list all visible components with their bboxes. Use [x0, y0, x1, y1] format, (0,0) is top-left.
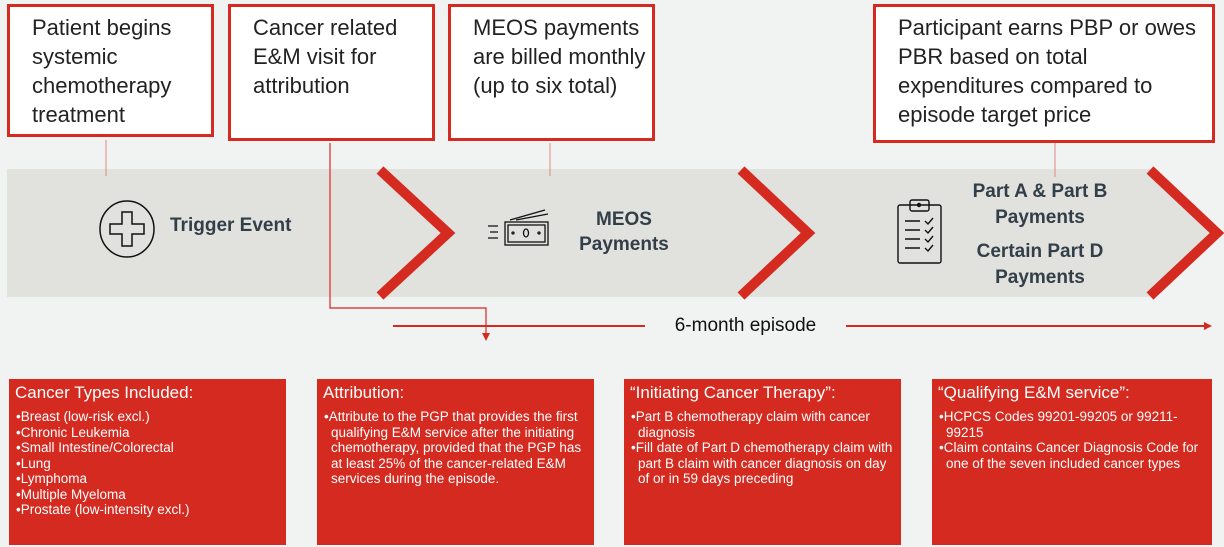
stage-part-ab: Part A & Part B Payments — [972, 181, 1108, 228]
list-item: Breast (low-risk excl.) — [15, 409, 280, 425]
info-box-title: Attribution: — [323, 383, 405, 402]
info-box-title: “Qualifying E&M service”: — [938, 383, 1130, 402]
connector-2-arrowhead — [482, 333, 490, 341]
info-box-cancer-types: Cancer Types Included: Breast (low-risk … — [9, 379, 286, 545]
info-box-initiating-therapy: “Initiating Cancer Therapy”: Part B chem… — [624, 379, 901, 545]
list-item: Multiple Myeloma — [15, 487, 280, 503]
clipboard-checklist-icon — [897, 199, 942, 264]
stage-meos-line1: MEOS — [596, 209, 652, 230]
list-item: Attribute to the PGP that provides the f… — [323, 409, 588, 487]
list-item: Lung — [15, 456, 280, 472]
medical-cross-icon — [99, 200, 155, 258]
episode-arrowhead — [1204, 322, 1212, 330]
list-item: Part B chemotherapy claim with cancer di… — [630, 409, 895, 440]
callout-meos: MEOS payments are billed monthly (up to … — [448, 4, 655, 141]
episode-label: 6-month episode — [674, 315, 817, 336]
callout-pbp: Participant earns PBP or owes PBR based … — [873, 4, 1215, 143]
list-item: Chronic Leukemia — [15, 425, 280, 441]
chevron-divider-1 — [376, 166, 456, 300]
money-icon — [488, 209, 549, 246]
callout-trigger: Patient begins systemic chemotherapy tre… — [7, 4, 214, 137]
callout-attribution: Cancer related E&M visit for attribution — [228, 4, 435, 141]
timeline-band — [7, 169, 1216, 297]
list-item: Fill date of Part D chemotherapy claim w… — [630, 440, 895, 487]
list-item: Claim contains Cancer Diagnosis Code for… — [938, 440, 1206, 471]
stage-meos-line2: Payments — [579, 234, 669, 255]
stage-part-d: Certain Part D Payments — [976, 241, 1104, 288]
connector-2 — [329, 143, 487, 334]
list-item: HCPCS Codes 99201-99205 or 99211-99215 — [938, 409, 1206, 440]
chevron-divider-2 — [737, 166, 816, 300]
info-box-title: “Initiating Cancer Therapy”: — [630, 383, 836, 402]
info-box-title: Cancer Types Included: — [15, 383, 194, 402]
list-item: Small Intestine/Colorectal — [15, 440, 280, 456]
list-item: Lymphoma — [15, 471, 280, 487]
info-box-qualifying-em: “Qualifying E&M service”: HCPCS Codes 99… — [932, 379, 1212, 545]
info-box-attribution: Attribution: Attribute to the PGP that p… — [317, 379, 594, 545]
chevron-divider-3 — [1146, 166, 1224, 300]
list-item: Prostate (low-intensity excl.) — [15, 502, 280, 518]
stage-trigger-event: Trigger Event — [170, 215, 292, 236]
